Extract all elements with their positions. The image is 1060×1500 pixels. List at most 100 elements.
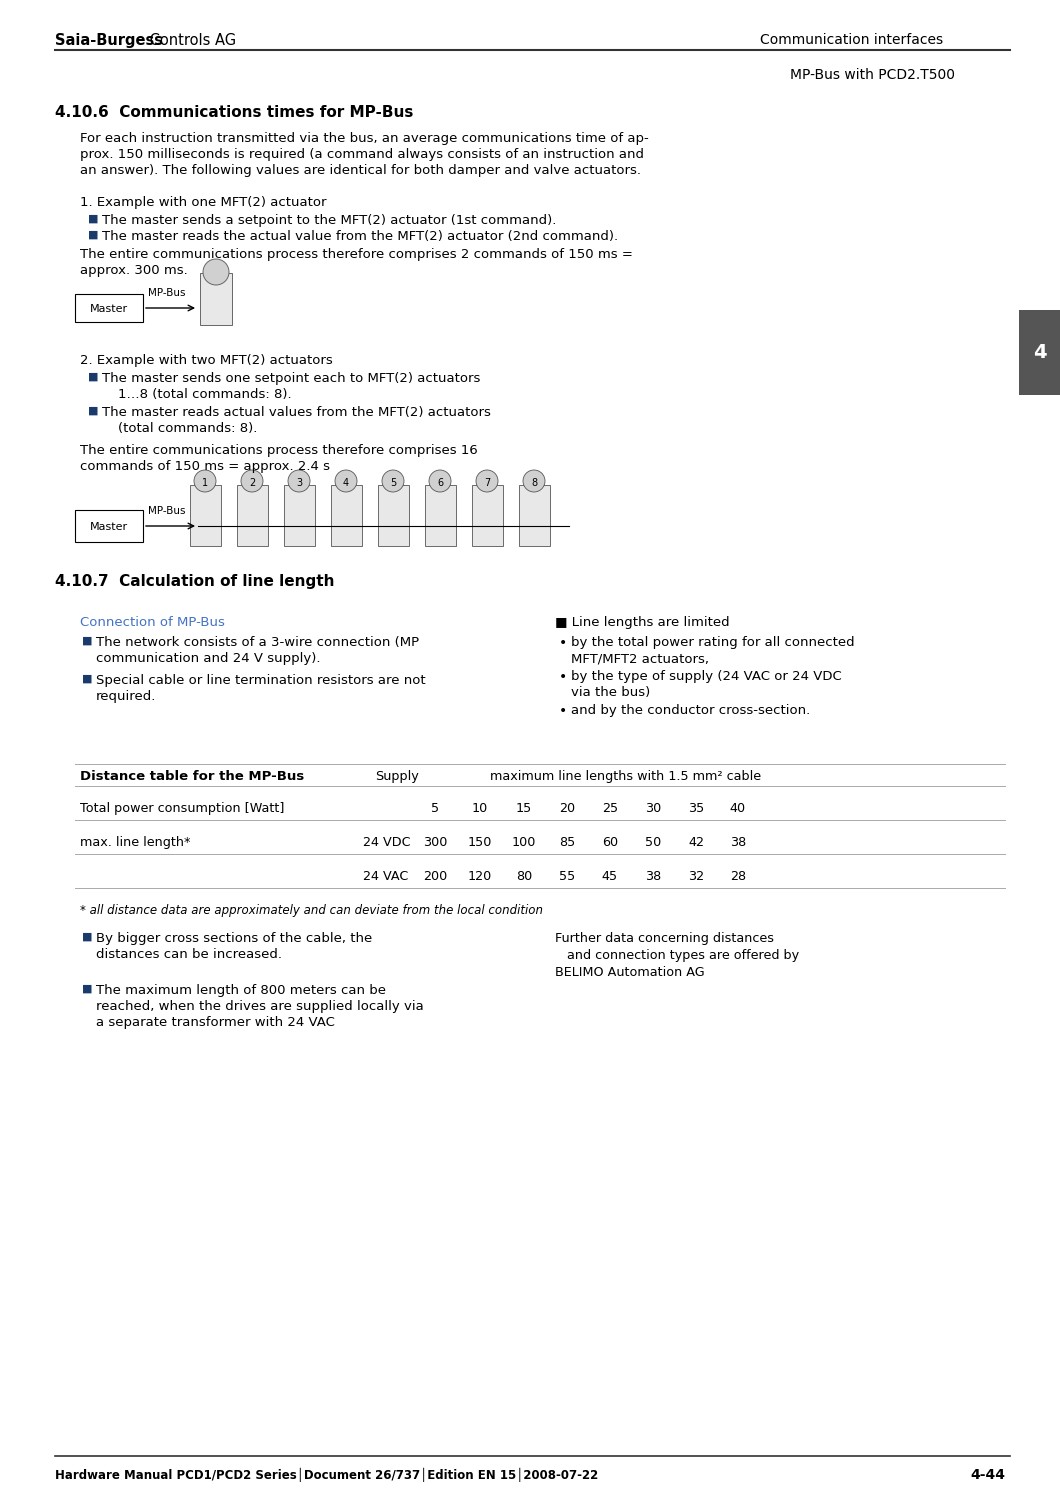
Text: 7: 7 (483, 478, 490, 488)
FancyBboxPatch shape (75, 294, 143, 322)
Text: and connection types are offered by: and connection types are offered by (555, 950, 799, 962)
Text: a separate transformer with 24 VAC: a separate transformer with 24 VAC (96, 1016, 335, 1029)
Circle shape (476, 470, 498, 492)
Text: MP-Bus: MP-Bus (148, 506, 185, 516)
Text: ■: ■ (88, 230, 99, 240)
Text: For each instruction transmitted via the bus, an average communications time of : For each instruction transmitted via the… (80, 132, 649, 146)
Text: and by the conductor cross-section.: and by the conductor cross-section. (571, 704, 810, 717)
Text: 5: 5 (390, 478, 396, 488)
Text: 32: 32 (688, 870, 704, 883)
Circle shape (335, 470, 357, 492)
Text: 2: 2 (249, 478, 255, 488)
Text: 2. Example with two MFT(2) actuators: 2. Example with two MFT(2) actuators (80, 354, 333, 368)
Text: Distance table for the MP-Bus: Distance table for the MP-Bus (80, 770, 304, 783)
Text: Communication interfaces: Communication interfaces (760, 33, 943, 46)
Text: 4-44: 4-44 (970, 1468, 1005, 1482)
Text: 50: 50 (644, 836, 661, 849)
Text: By bigger cross sections of the cable, the: By bigger cross sections of the cable, t… (96, 932, 372, 945)
Text: 15: 15 (516, 802, 532, 814)
Text: ■: ■ (82, 674, 92, 684)
Text: ■: ■ (82, 984, 92, 994)
Text: 120: 120 (467, 870, 492, 883)
Text: Master: Master (90, 522, 128, 532)
FancyBboxPatch shape (1019, 310, 1060, 394)
Circle shape (429, 470, 450, 492)
Text: ■: ■ (82, 636, 92, 646)
Text: 40: 40 (730, 802, 746, 814)
FancyBboxPatch shape (518, 484, 549, 546)
FancyBboxPatch shape (472, 484, 502, 546)
Text: Special cable or line termination resistors are not: Special cable or line termination resist… (96, 674, 426, 687)
Text: Master: Master (90, 304, 128, 313)
Text: MFT/MFT2 actuators,: MFT/MFT2 actuators, (571, 652, 709, 664)
Text: 6: 6 (437, 478, 443, 488)
Text: ■ Line lengths are limited: ■ Line lengths are limited (555, 616, 729, 628)
Text: 3: 3 (296, 478, 302, 488)
Text: 4: 4 (343, 478, 349, 488)
FancyBboxPatch shape (75, 510, 143, 542)
Text: 1. Example with one MFT(2) actuator: 1. Example with one MFT(2) actuator (80, 196, 326, 208)
Text: by the total power rating for all connected: by the total power rating for all connec… (571, 636, 854, 650)
FancyBboxPatch shape (236, 484, 267, 546)
Text: 55: 55 (559, 870, 576, 883)
Circle shape (241, 470, 263, 492)
Text: The entire communications process therefore comprises 2 commands of 150 ms =: The entire communications process theref… (80, 248, 633, 261)
Text: The master sends one setpoint each to MFT(2) actuators: The master sends one setpoint each to MF… (102, 372, 480, 386)
Text: (total commands: 8).: (total commands: 8). (118, 422, 258, 435)
Text: The entire communications process therefore comprises 16: The entire communications process theref… (80, 444, 478, 458)
Text: 42: 42 (688, 836, 704, 849)
Text: 1: 1 (202, 478, 208, 488)
Text: 45: 45 (602, 870, 618, 883)
Circle shape (204, 260, 229, 285)
FancyBboxPatch shape (377, 484, 408, 546)
Text: 24 VDC: 24 VDC (363, 836, 410, 849)
Text: 38: 38 (730, 836, 746, 849)
Text: required.: required. (96, 690, 157, 703)
Text: BELIMO Automation AG: BELIMO Automation AG (555, 966, 705, 980)
Text: 4.10.6  Communications times for MP-Bus: 4.10.6 Communications times for MP-Bus (55, 105, 413, 120)
Text: 150: 150 (467, 836, 492, 849)
Text: commands of 150 ms = approx. 2.4 s: commands of 150 ms = approx. 2.4 s (80, 460, 330, 472)
Text: communication and 24 V supply).: communication and 24 V supply). (96, 652, 320, 664)
Text: ■: ■ (88, 372, 99, 382)
Text: 4: 4 (1032, 344, 1046, 362)
Text: 30: 30 (644, 802, 661, 814)
Text: Supply: Supply (375, 770, 419, 783)
Circle shape (523, 470, 545, 492)
Text: via the bus): via the bus) (571, 686, 650, 699)
Text: MP-Bus: MP-Bus (148, 288, 185, 298)
Text: 25: 25 (602, 802, 618, 814)
Text: Controls AG: Controls AG (145, 33, 236, 48)
FancyBboxPatch shape (424, 484, 456, 546)
Text: 20: 20 (559, 802, 576, 814)
Text: 80: 80 (516, 870, 532, 883)
Text: max. line length*: max. line length* (80, 836, 191, 849)
Text: 60: 60 (602, 836, 618, 849)
Text: Hardware Manual PCD1/PCD2 Series│Document 26/737│Edition EN 15│2008-07-22: Hardware Manual PCD1/PCD2 Series│Documen… (55, 1468, 598, 1482)
Text: Total power consumption [Watt]: Total power consumption [Watt] (80, 802, 284, 814)
Text: approx. 300 ms.: approx. 300 ms. (80, 264, 188, 278)
Text: •: • (559, 636, 567, 650)
Text: reached, when the drives are supplied locally via: reached, when the drives are supplied lo… (96, 1000, 424, 1012)
Text: ■: ■ (82, 932, 92, 942)
Text: ■: ■ (88, 214, 99, 223)
Text: •: • (559, 704, 567, 718)
Text: an answer). The following values are identical for both damper and valve actuato: an answer). The following values are ide… (80, 164, 641, 177)
Text: 35: 35 (688, 802, 704, 814)
Text: distances can be increased.: distances can be increased. (96, 948, 282, 962)
Circle shape (382, 470, 404, 492)
Text: Connection of MP-Bus: Connection of MP-Bus (80, 616, 225, 628)
Text: MP-Bus with PCD2.T500: MP-Bus with PCD2.T500 (790, 68, 955, 82)
Text: Further data concerning distances: Further data concerning distances (555, 932, 774, 945)
FancyBboxPatch shape (283, 484, 315, 546)
Text: 4.10.7  Calculation of line length: 4.10.7 Calculation of line length (55, 574, 335, 590)
Text: 28: 28 (730, 870, 746, 883)
FancyBboxPatch shape (190, 484, 220, 546)
Text: 85: 85 (559, 836, 576, 849)
Text: ■: ■ (88, 406, 99, 416)
Text: 100: 100 (512, 836, 536, 849)
Circle shape (288, 470, 310, 492)
FancyBboxPatch shape (331, 484, 361, 546)
Text: prox. 150 milliseconds is required (a command always consists of an instruction : prox. 150 milliseconds is required (a co… (80, 148, 644, 160)
Text: 200: 200 (423, 870, 447, 883)
